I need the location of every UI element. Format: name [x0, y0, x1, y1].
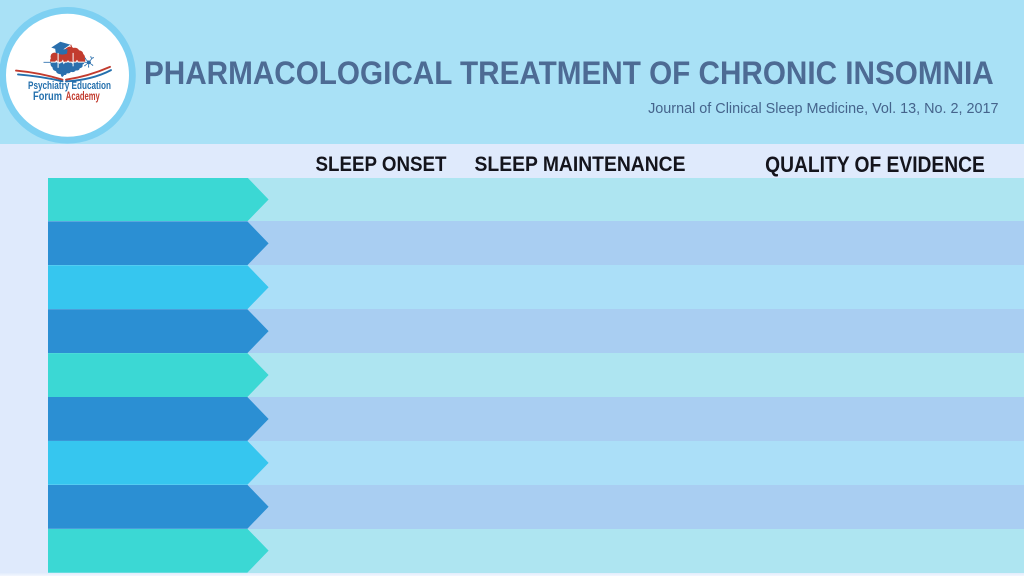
- svg-text:Forum: Forum: [33, 90, 62, 103]
- svg-text:Psychiatry Education: Psychiatry Education: [28, 80, 111, 92]
- svg-text:Academy: Academy: [66, 90, 100, 103]
